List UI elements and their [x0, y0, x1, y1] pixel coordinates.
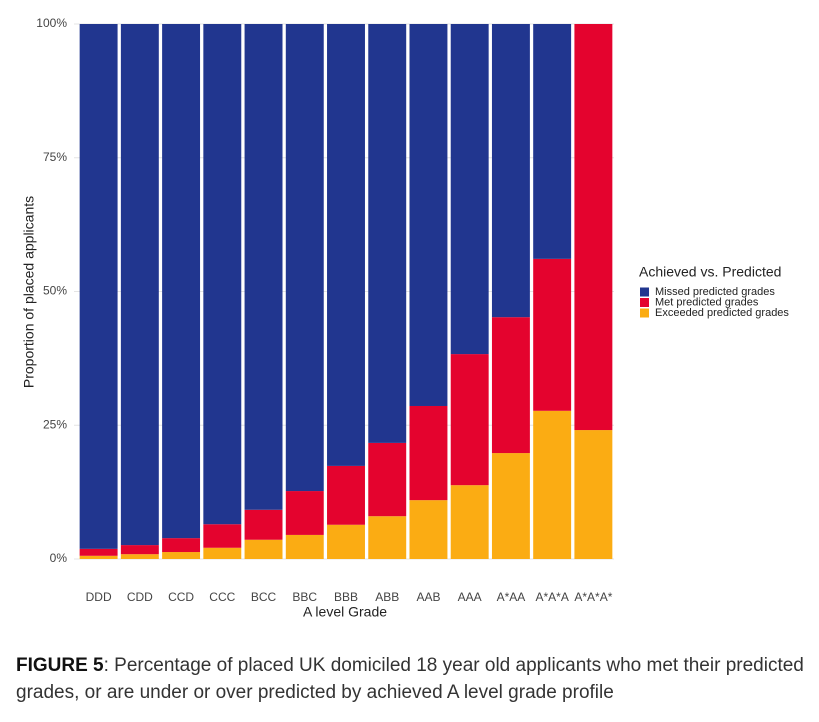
bar-segment [285, 491, 324, 535]
bar-segment [450, 354, 489, 486]
bar-segment [491, 317, 530, 454]
bar-segment [162, 552, 201, 559]
legend-label: Exceeded predicted grades [655, 307, 789, 319]
x-tick-label: ABB [375, 590, 399, 604]
bar-segment [368, 442, 407, 517]
caption-text: : Percentage of placed UK domiciled 18 y… [16, 655, 804, 703]
bar-segment [409, 405, 448, 501]
bar-segment [533, 410, 572, 559]
bar-segment [162, 24, 201, 539]
bar-segment [450, 485, 489, 559]
x-tick-label: AAB [416, 590, 440, 604]
caption-label: FIGURE 5 [16, 655, 104, 676]
bar-segment [79, 555, 118, 559]
bar-segment [327, 465, 365, 525]
x-tick-label: CDD [127, 590, 153, 604]
bar-segment [409, 24, 448, 406]
bar-segment [285, 24, 324, 492]
x-tick-label: AAA [458, 590, 482, 604]
bar-segment [409, 500, 448, 559]
bar-segment [244, 539, 283, 559]
x-tick-label: BCC [251, 590, 277, 604]
x-tick-label: A*AA [497, 590, 526, 604]
bar-segment [120, 24, 159, 546]
bar-segment [533, 24, 572, 259]
x-tick-label: A*A*A* [574, 590, 612, 604]
x-tick-label: CCD [168, 590, 194, 604]
bar-segment [368, 24, 407, 443]
bar-segment [368, 516, 407, 559]
legend-swatch [640, 298, 649, 307]
legend-label: Missed predicted grades [655, 286, 775, 298]
x-tick-label: A*A*A [535, 590, 568, 604]
legend-title: Achieved vs. Predicted [639, 264, 781, 280]
bar-segment [120, 554, 159, 559]
bar-segment [79, 24, 118, 549]
bar-segment [162, 538, 201, 553]
bar-segment [327, 24, 365, 466]
y-tick-label: 0% [50, 551, 68, 565]
bar-segment [79, 548, 118, 556]
bar-segment [327, 524, 365, 559]
y-axis-title: Proportion of placed applicants [21, 196, 37, 388]
legend-swatch [640, 287, 649, 297]
y-tick-label: 100% [36, 16, 67, 30]
bar-segment [203, 547, 242, 559]
y-tick-label: 25% [43, 417, 67, 431]
x-tick-label: CCC [209, 590, 235, 604]
x-tick-label: BBB [334, 590, 358, 604]
bar-segment [203, 524, 242, 548]
x-tick-label: DDD [86, 590, 112, 604]
bar-segment [244, 509, 283, 540]
bar-segment [285, 534, 324, 559]
bar-segment [491, 453, 530, 559]
legend-label: Met predicted grades [655, 296, 759, 308]
y-tick-label: 75% [43, 150, 67, 164]
bar-segment [533, 258, 572, 411]
y-tick-label: 50% [43, 284, 67, 298]
x-axis-title: A level Grade [303, 604, 387, 620]
x-tick-label: BBC [292, 590, 317, 604]
caption: FIGURE 5: Percentage of placed UK domici… [16, 652, 811, 706]
bar-segment [203, 24, 242, 525]
bar-segment [574, 430, 613, 559]
bar-segment [574, 24, 613, 431]
bar-segment [491, 24, 530, 318]
bar-segment [450, 24, 489, 355]
bar-segment [244, 24, 283, 510]
legend-swatch [640, 308, 649, 318]
bar-segment [120, 545, 159, 555]
chart: A level Grade Proportion of placed appli… [21, 16, 790, 620]
